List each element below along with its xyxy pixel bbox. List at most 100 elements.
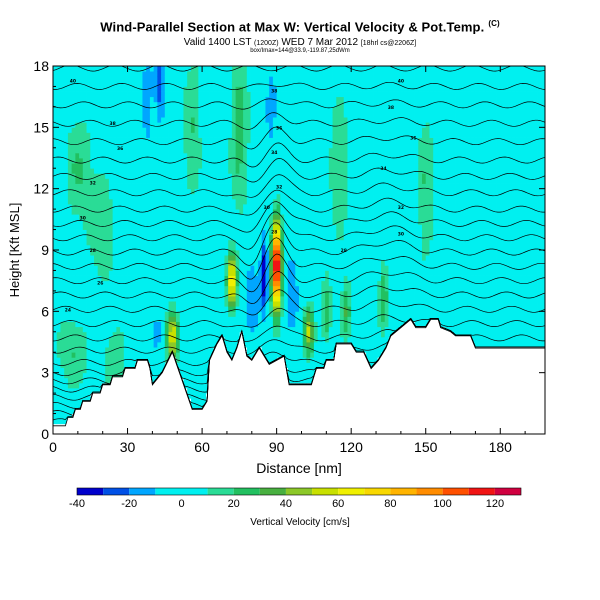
velocity-cell [120, 326, 125, 333]
velocity-cell [183, 306, 188, 312]
velocity-cell [64, 76, 69, 82]
velocity-cell [179, 86, 184, 92]
velocity-cell [164, 357, 169, 363]
velocity-cell [280, 117, 285, 123]
velocity-cell [231, 234, 237, 241]
velocity-cell [190, 122, 196, 128]
velocity-cell [291, 112, 296, 118]
velocity-cell [295, 347, 300, 353]
velocity-cell [272, 188, 278, 195]
velocity-cell [287, 117, 292, 123]
velocity-cell [64, 255, 69, 261]
velocity-cell [105, 265, 110, 271]
velocity-cell [243, 132, 248, 138]
velocity-cell [135, 76, 140, 82]
velocity-cell [64, 168, 69, 174]
velocity-cell [213, 275, 218, 282]
velocity-cell [190, 342, 196, 348]
velocity-cell [190, 168, 196, 174]
velocity-cell [112, 198, 117, 205]
velocity-cell [127, 306, 132, 312]
velocity-cell [351, 198, 356, 205]
velocity-cell [358, 296, 363, 302]
velocity-cell [347, 96, 352, 103]
velocity-cell [302, 101, 307, 108]
velocity-cell [187, 163, 192, 169]
velocity-cell [269, 106, 274, 113]
velocity-cell [302, 137, 307, 144]
velocity-cell [205, 178, 210, 184]
velocity-cell [168, 239, 173, 246]
velocity-cell [142, 331, 147, 338]
velocity-cell [60, 193, 65, 200]
velocity-cell [287, 91, 292, 98]
velocity-cell [90, 122, 95, 128]
velocity-cell [313, 306, 319, 312]
velocity-cell [67, 183, 73, 190]
velocity-cell [198, 112, 203, 118]
velocity-cell [164, 229, 169, 236]
velocity-cell [351, 106, 356, 113]
velocity-cell [183, 147, 188, 154]
velocity-cell [53, 321, 58, 328]
velocity-cell [354, 347, 360, 353]
velocity-cell [265, 342, 270, 348]
velocity-cell [138, 255, 143, 261]
velocity-cell [127, 96, 132, 103]
velocity-cell [358, 239, 363, 246]
velocity-cell [120, 260, 125, 266]
velocity-cell [217, 290, 222, 297]
velocity-cell [306, 239, 311, 246]
velocity-cell [254, 306, 259, 312]
velocity-cell [299, 132, 304, 138]
velocity-cell [336, 127, 341, 133]
velocity-cell [261, 71, 266, 77]
velocity-cell [116, 224, 121, 230]
velocity-cell [340, 326, 345, 333]
velocity-cell [231, 270, 237, 276]
velocity-cell [354, 188, 360, 195]
velocity-cell [284, 280, 289, 287]
velocity-cell [82, 183, 87, 190]
velocity-cell [243, 183, 248, 190]
velocity-cell [190, 71, 196, 77]
velocity-cell [269, 224, 274, 230]
velocity-cell [295, 188, 300, 195]
velocity-cell [317, 255, 322, 261]
velocity-cell [60, 163, 65, 169]
velocity-cell [112, 342, 117, 348]
velocity-cell [284, 352, 289, 358]
velocity-cell [343, 106, 348, 113]
velocity-cell [272, 352, 278, 358]
velocity-cell [179, 183, 184, 190]
velocity-cell [82, 188, 87, 195]
velocity-cell [112, 321, 117, 328]
velocity-cell [90, 142, 95, 149]
velocity-cell [351, 280, 356, 287]
velocity-cell [94, 91, 99, 98]
velocity-cell [272, 224, 278, 230]
velocity-cell [127, 106, 132, 113]
velocity-cell [153, 229, 158, 236]
velocity-cell [135, 255, 140, 261]
velocity-cell [157, 193, 162, 200]
velocity-cell [313, 209, 319, 215]
velocity-cell [112, 112, 117, 118]
velocity-cell [105, 127, 110, 133]
velocity-cell [325, 101, 330, 108]
velocity-cell [187, 296, 192, 302]
velocity-cell [317, 280, 322, 287]
velocity-cell [343, 66, 348, 72]
velocity-cell [176, 183, 181, 190]
velocity-cell [94, 326, 99, 333]
velocity-cell [146, 178, 151, 184]
velocity-cell [209, 270, 214, 276]
velocity-cell [265, 71, 270, 77]
velocity-cell [358, 224, 363, 230]
velocity-cell [67, 408, 73, 414]
velocity-cell [239, 81, 244, 87]
velocity-cell [306, 96, 311, 103]
velocity-cell [94, 163, 99, 169]
velocity-cell [112, 290, 117, 297]
velocity-cell [250, 239, 255, 246]
